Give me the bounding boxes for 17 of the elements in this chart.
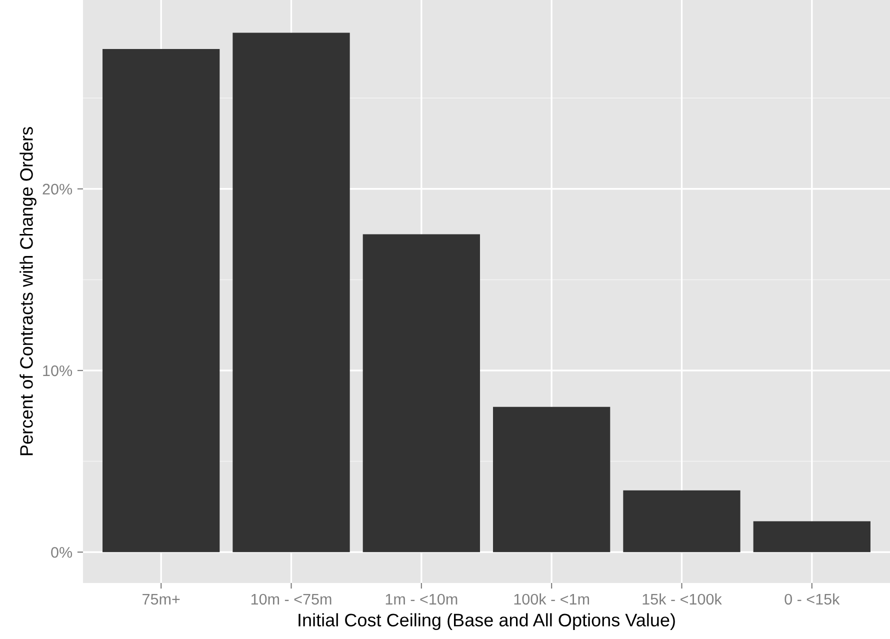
x-tick-label: 0 - <15k [784, 593, 840, 605]
y-tick-label: 10% [43, 365, 72, 376]
bar [362, 234, 480, 552]
bar [232, 32, 350, 552]
y-axis-title: Percent of Contracts with Change Orders [20, 127, 36, 456]
bar [493, 406, 610, 552]
x-tick-label: 1m - <10m [386, 594, 458, 605]
bar [623, 490, 740, 552]
y-tick-label: 20% [42, 184, 72, 195]
x-tick-label: 75m+ [142, 594, 180, 605]
x-tick-label: 15k - <100k [642, 593, 722, 605]
y-tick-label: 0% [51, 546, 72, 558]
x-tick-label: 10m - <75m [251, 594, 332, 605]
bar [753, 521, 870, 552]
bar [102, 49, 220, 552]
x-axis-title: Initial Cost Ceiling (Base and All Options Value) [298, 613, 675, 630]
x-tick-label: 100k - <1m [514, 593, 589, 605]
